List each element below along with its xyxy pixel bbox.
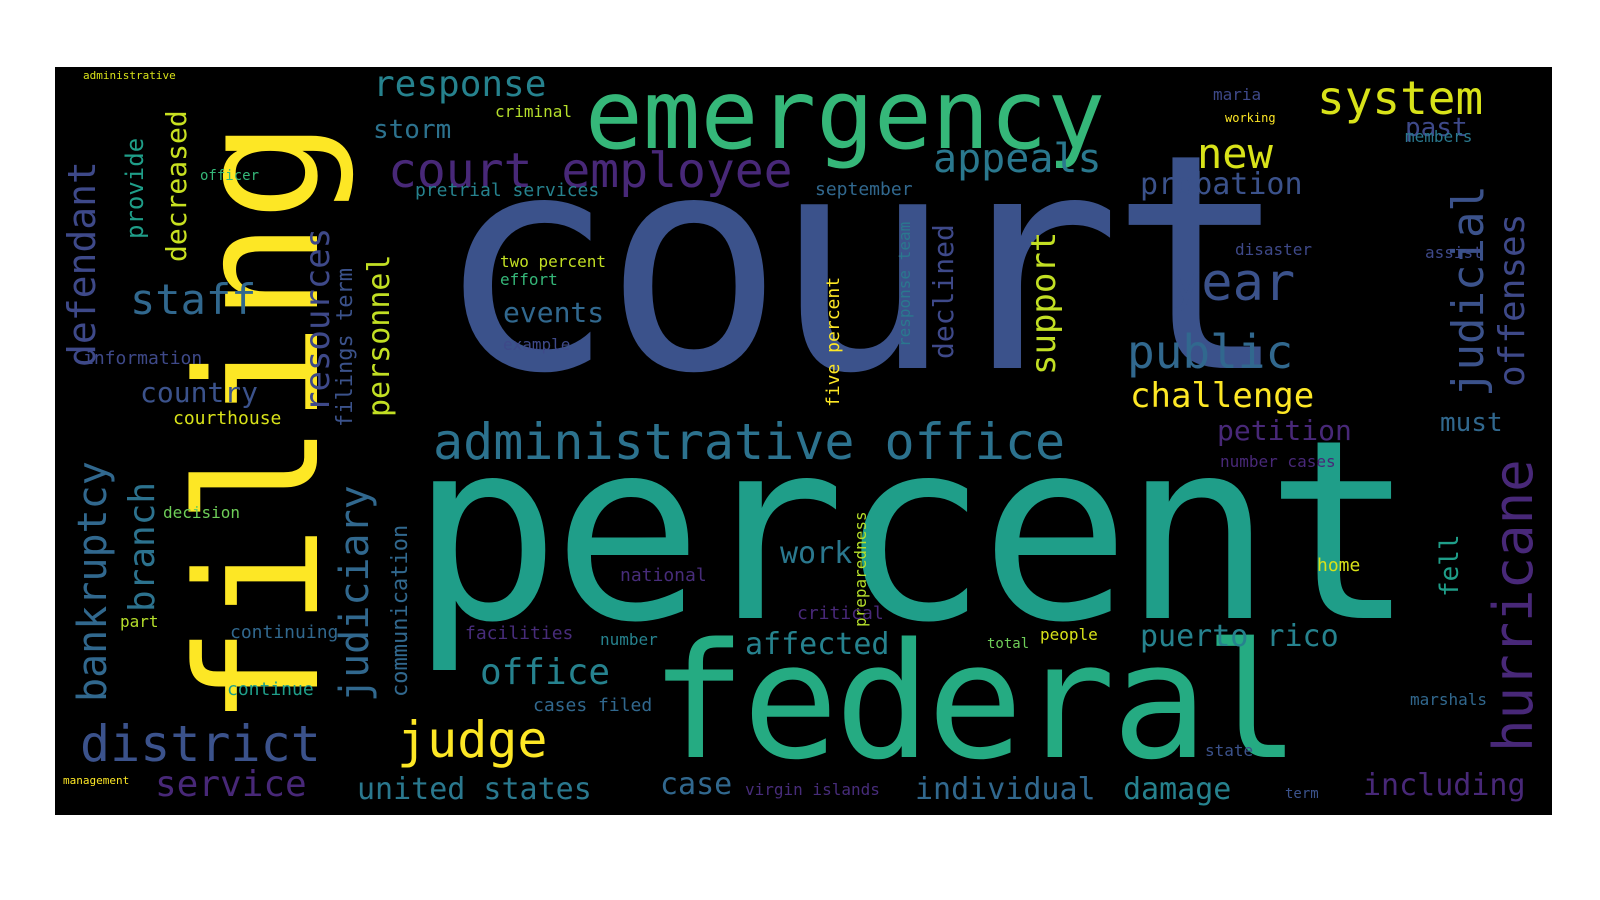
word-court-employee: court employee [388, 143, 793, 199]
word-september: september [815, 179, 913, 200]
word-country: country [140, 376, 259, 409]
word-including: including [1363, 768, 1526, 803]
word-personnel: personnel [362, 254, 397, 417]
word-administrative-small: administrative [83, 69, 176, 82]
word-two-percent: two percent [500, 252, 606, 271]
word-courthouse: courthouse [173, 408, 282, 429]
word-district: district [80, 715, 321, 773]
word-number-cases: number cases [1220, 452, 1336, 471]
word-system: system [1317, 71, 1484, 125]
word-provide: provide [121, 137, 149, 239]
word-must: must [1440, 408, 1503, 438]
word-support: support [1024, 231, 1064, 375]
word-national: national [620, 565, 707, 586]
word-court: court [435, 90, 1290, 439]
word-number: number [600, 630, 658, 649]
word-challenge: challenge [1130, 376, 1315, 416]
word-puerto-rico: puerto rico [1140, 619, 1339, 654]
word-officer: officer [200, 168, 260, 184]
word-petition: petition [1217, 414, 1352, 447]
word-term: term [1285, 786, 1319, 802]
word-people: people [1040, 625, 1098, 644]
word-judicial: judicial [1443, 185, 1494, 397]
word-effort: effort [500, 270, 558, 289]
word-federal: federal [650, 608, 1300, 795]
word-events: events [503, 296, 605, 329]
word-judge: judge [397, 711, 548, 769]
word-storm: storm [373, 115, 452, 145]
word-hurricane: hurricane [1482, 459, 1545, 752]
word-virgin-islands: virgin islands [745, 780, 880, 799]
word-administrative-office: administrative office [433, 413, 1066, 471]
word-case: case [660, 767, 733, 802]
word-filings-term: filings term [333, 268, 358, 427]
word-home: home [1317, 555, 1361, 576]
word-staff: staff [130, 275, 257, 324]
word-appeals: appeals [933, 136, 1102, 182]
word-offenses: offenses [1492, 213, 1533, 387]
word-affected: affected [745, 627, 890, 662]
word-example: example [503, 335, 571, 354]
word-defendant: defendant [60, 161, 104, 367]
word-communication: communication [388, 524, 413, 697]
word-facilities: facilities [465, 623, 574, 644]
word-marshals: marshals [1410, 690, 1488, 709]
word-percent: percent [410, 386, 1416, 677]
word-criminal: criminal [495, 102, 573, 121]
word-emergency: emergency [585, 67, 1106, 171]
word-response: response [373, 67, 547, 105]
word-new: new [1197, 129, 1273, 178]
word-cloud-canvas: court percent filing federal emergency a… [55, 67, 1552, 815]
word-pretrial-services: pretrial services [415, 180, 600, 201]
word-information: information [83, 348, 203, 369]
word-assist: assist [1425, 243, 1483, 262]
word-service: service [155, 764, 307, 805]
word-continuing: continuing [230, 622, 339, 643]
word-continue: continue [227, 679, 314, 700]
word-members: members [1405, 127, 1473, 146]
word-branch: branch [122, 481, 163, 612]
word-disaster: disaster [1235, 240, 1313, 259]
word-decision: decision [163, 503, 241, 522]
word-response-team: response team [895, 221, 914, 347]
word-united-states: united states [357, 772, 592, 807]
word-year: year [1170, 253, 1296, 313]
word-state: state [1205, 741, 1254, 760]
word-judiciary: judiciary [332, 485, 378, 702]
word-decreased: decreased [160, 110, 193, 262]
word-work: work [780, 536, 853, 571]
word-five-percent: five percent [823, 276, 844, 407]
word-fell: fell [1435, 534, 1465, 597]
word-public: public [1127, 325, 1294, 379]
word-probation: probation [1140, 167, 1303, 202]
word-office: office [480, 652, 611, 693]
word-critical: critical [797, 603, 884, 624]
word-working: working [1225, 111, 1276, 125]
word-individual: individual [915, 772, 1096, 807]
word-maria: maria [1213, 85, 1262, 104]
word-past: past [1405, 113, 1468, 143]
word-bankruptcy: bankruptcy [70, 461, 116, 702]
word-total: total [987, 636, 1030, 652]
word-damage: damage [1123, 772, 1232, 807]
word-management: management [63, 774, 130, 787]
word-resources: resources [298, 227, 338, 412]
word-cases-filed: cases filed [533, 695, 653, 716]
word-part: part [120, 612, 159, 631]
word-declined: declined [927, 224, 960, 359]
